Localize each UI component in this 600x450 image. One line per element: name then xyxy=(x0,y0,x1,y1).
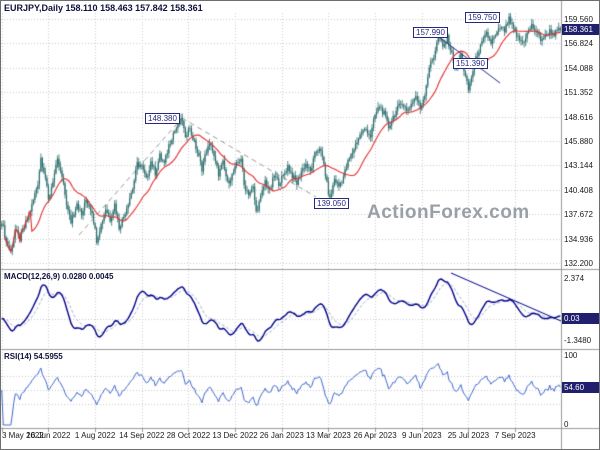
price-axis-label: 156.824 xyxy=(564,39,593,49)
price-axis-label: 134.936 xyxy=(564,234,593,244)
price-annotation: 157.990 xyxy=(413,27,448,38)
date-axis-label: 28 Oct 2022 xyxy=(166,431,211,440)
date-axis-label: 26 Apr 2023 xyxy=(353,431,397,440)
price-axis-label: 145.880 xyxy=(564,137,593,146)
date-axis-label: 13 Dec 2022 xyxy=(212,431,258,440)
rsi-value-badge: 54.60 xyxy=(562,382,599,393)
price-annotation: 148.380 xyxy=(145,113,180,124)
price-axis-label: 151.352 xyxy=(564,88,593,98)
price-annotation: 139.050 xyxy=(314,198,349,209)
date-axis-label: 13 Mar 2023 xyxy=(305,431,351,440)
current-price-badge: 158.361 xyxy=(562,24,599,35)
price-annotation: 151.390 xyxy=(453,58,488,69)
rsi-axis-bottom-label: 0 xyxy=(564,420,569,429)
price-axis-label: 143.144 xyxy=(564,161,593,171)
date-axis-label: 16 Jun 2022 xyxy=(26,431,71,440)
watermark-brand: ActionForex.com xyxy=(367,202,530,223)
rsi-axis-top-label: 100 xyxy=(564,351,578,360)
date-axis-label: 9 Jun 2023 xyxy=(401,431,442,440)
rsi-indicator-label: RSI(14) 54.5955 xyxy=(4,352,63,361)
price-axis-label: 154.088 xyxy=(564,63,593,73)
macd-indicator-label: MACD(12,26,9) 0.0280 0.0045 xyxy=(4,272,114,281)
date-axis-label: 14 Sep 2022 xyxy=(119,431,165,440)
price-axis-label: 148.616 xyxy=(564,112,593,122)
price-axis-label: 159.560 xyxy=(564,15,593,24)
price-axis-label: 140.408 xyxy=(564,185,593,195)
price-annotation: 159.750 xyxy=(465,12,500,23)
macd-axis-min-label: -1.3480 xyxy=(564,336,592,345)
date-axis-label: 25 Jul 2023 xyxy=(447,431,490,440)
macd-axis-max-label: 2.374 xyxy=(564,274,585,283)
date-axis-label: 3 May 2022 xyxy=(2,431,44,440)
date-axis-label: 26 Jan 2023 xyxy=(259,431,304,440)
price-axis-label: 137.672 xyxy=(564,210,593,220)
date-axis-label: 7 Sep 2023 xyxy=(494,431,536,440)
macd-value-badge: 0.03 xyxy=(562,313,599,324)
date-axis-label: 1 Aug 2022 xyxy=(74,431,116,440)
chart-title-quote: EURJPY,Daily 158.110 158.463 157.842 158… xyxy=(4,3,203,13)
price-axis-label: 132.200 xyxy=(564,259,593,268)
